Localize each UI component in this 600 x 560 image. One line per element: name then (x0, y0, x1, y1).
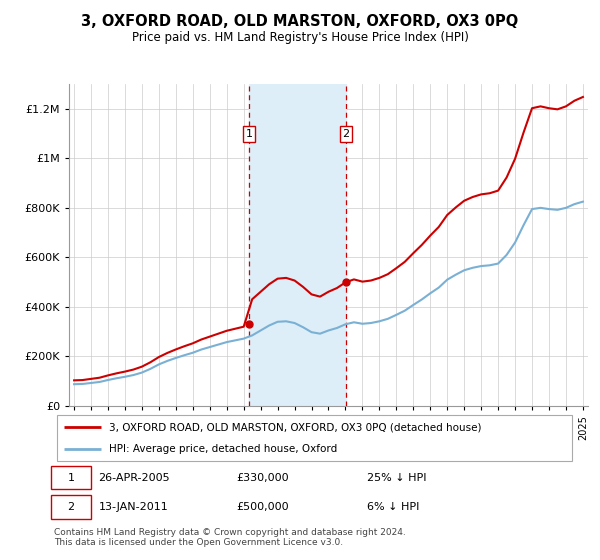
Text: 25% ↓ HPI: 25% ↓ HPI (367, 473, 427, 483)
Text: 26-APR-2005: 26-APR-2005 (98, 473, 170, 483)
Text: Contains HM Land Registry data © Crown copyright and database right 2024.
This d: Contains HM Land Registry data © Crown c… (54, 528, 406, 547)
Text: £500,000: £500,000 (236, 502, 289, 512)
Text: HPI: Average price, detached house, Oxford: HPI: Average price, detached house, Oxfo… (109, 444, 337, 454)
Text: 2: 2 (343, 129, 350, 139)
FancyBboxPatch shape (52, 496, 91, 519)
FancyBboxPatch shape (52, 466, 91, 489)
Text: 1: 1 (67, 473, 74, 483)
Text: 3, OXFORD ROAD, OLD MARSTON, OXFORD, OX3 0PQ (detached house): 3, OXFORD ROAD, OLD MARSTON, OXFORD, OX3… (109, 422, 481, 432)
Text: 3, OXFORD ROAD, OLD MARSTON, OXFORD, OX3 0PQ: 3, OXFORD ROAD, OLD MARSTON, OXFORD, OX3… (82, 14, 518, 29)
Text: 2: 2 (67, 502, 74, 512)
Text: 13-JAN-2011: 13-JAN-2011 (98, 502, 168, 512)
Text: £330,000: £330,000 (236, 473, 289, 483)
Bar (249, 84, 346, 406)
Text: 1: 1 (245, 129, 253, 139)
Text: Price paid vs. HM Land Registry's House Price Index (HPI): Price paid vs. HM Land Registry's House … (131, 31, 469, 44)
Text: 6% ↓ HPI: 6% ↓ HPI (367, 502, 419, 512)
FancyBboxPatch shape (56, 416, 572, 461)
